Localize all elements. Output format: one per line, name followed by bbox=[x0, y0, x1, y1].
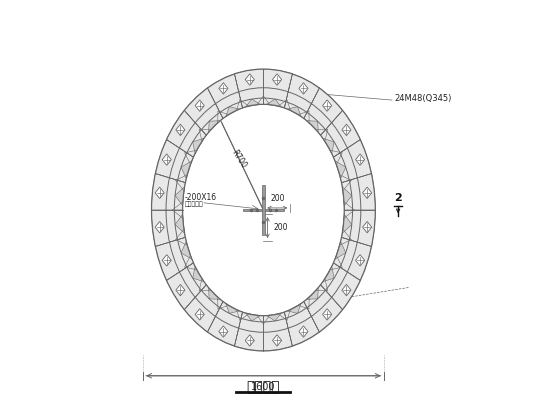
Polygon shape bbox=[342, 124, 351, 136]
Polygon shape bbox=[235, 69, 263, 108]
Polygon shape bbox=[333, 139, 371, 183]
Polygon shape bbox=[323, 266, 334, 282]
Polygon shape bbox=[152, 173, 185, 210]
Polygon shape bbox=[208, 121, 220, 132]
Polygon shape bbox=[155, 139, 193, 183]
Polygon shape bbox=[155, 237, 193, 281]
Polygon shape bbox=[263, 69, 292, 108]
Polygon shape bbox=[342, 284, 351, 296]
Polygon shape bbox=[219, 326, 228, 337]
Polygon shape bbox=[155, 221, 164, 233]
Text: 2: 2 bbox=[394, 193, 402, 203]
Polygon shape bbox=[320, 263, 360, 310]
Polygon shape bbox=[152, 210, 185, 247]
Polygon shape bbox=[166, 110, 206, 157]
Text: 高座抗剪键: 高座抗剪键 bbox=[185, 202, 203, 207]
Polygon shape bbox=[284, 302, 319, 346]
Polygon shape bbox=[273, 74, 282, 85]
Polygon shape bbox=[181, 241, 192, 259]
Polygon shape bbox=[176, 124, 185, 136]
Polygon shape bbox=[304, 285, 343, 332]
Text: 24M48(Q345): 24M48(Q345) bbox=[394, 94, 451, 103]
Polygon shape bbox=[306, 288, 318, 299]
Polygon shape bbox=[245, 335, 254, 346]
Polygon shape bbox=[287, 107, 301, 116]
Polygon shape bbox=[181, 161, 192, 178]
Polygon shape bbox=[335, 161, 346, 178]
Bar bbox=[242, 209, 284, 211]
Polygon shape bbox=[320, 110, 360, 157]
Polygon shape bbox=[219, 83, 228, 94]
Polygon shape bbox=[193, 138, 204, 154]
Polygon shape bbox=[323, 309, 332, 320]
Polygon shape bbox=[193, 266, 204, 282]
Polygon shape bbox=[246, 99, 260, 107]
Polygon shape bbox=[195, 100, 204, 111]
Polygon shape bbox=[267, 313, 281, 321]
Polygon shape bbox=[162, 154, 171, 165]
Polygon shape bbox=[175, 214, 185, 234]
Polygon shape bbox=[273, 335, 282, 346]
Polygon shape bbox=[267, 99, 281, 107]
Polygon shape bbox=[342, 186, 352, 206]
Polygon shape bbox=[162, 255, 171, 266]
Text: R700: R700 bbox=[230, 148, 248, 170]
Polygon shape bbox=[184, 285, 223, 332]
Polygon shape bbox=[208, 288, 220, 299]
Polygon shape bbox=[304, 88, 343, 135]
Polygon shape bbox=[333, 237, 371, 281]
Polygon shape bbox=[226, 304, 240, 313]
Text: 1600: 1600 bbox=[251, 382, 276, 392]
Polygon shape bbox=[155, 187, 164, 199]
Text: 200: 200 bbox=[274, 223, 288, 232]
Polygon shape bbox=[184, 88, 223, 135]
Polygon shape bbox=[263, 312, 292, 351]
Polygon shape bbox=[335, 241, 346, 259]
Polygon shape bbox=[195, 309, 204, 320]
Polygon shape bbox=[342, 210, 375, 247]
Polygon shape bbox=[246, 313, 260, 321]
Polygon shape bbox=[175, 186, 185, 206]
Polygon shape bbox=[342, 214, 352, 234]
Text: 200: 200 bbox=[270, 194, 284, 203]
Polygon shape bbox=[166, 263, 206, 310]
Polygon shape bbox=[356, 255, 365, 266]
Polygon shape bbox=[207, 74, 242, 118]
Polygon shape bbox=[287, 304, 301, 313]
Polygon shape bbox=[356, 154, 365, 165]
Polygon shape bbox=[226, 107, 240, 116]
Polygon shape bbox=[306, 121, 318, 132]
Polygon shape bbox=[176, 284, 185, 296]
Polygon shape bbox=[342, 173, 375, 210]
Polygon shape bbox=[323, 100, 332, 111]
Bar bbox=[262, 185, 265, 235]
Polygon shape bbox=[363, 187, 372, 199]
Text: -200X16: -200X16 bbox=[185, 193, 217, 202]
Polygon shape bbox=[152, 69, 375, 351]
Text: 柱脚大样: 柱脚大样 bbox=[246, 380, 280, 394]
Polygon shape bbox=[245, 74, 254, 85]
Polygon shape bbox=[207, 302, 242, 346]
Polygon shape bbox=[235, 312, 263, 351]
Polygon shape bbox=[323, 138, 334, 154]
Polygon shape bbox=[363, 221, 372, 233]
Polygon shape bbox=[299, 326, 308, 337]
Polygon shape bbox=[284, 74, 319, 118]
Polygon shape bbox=[299, 83, 308, 94]
